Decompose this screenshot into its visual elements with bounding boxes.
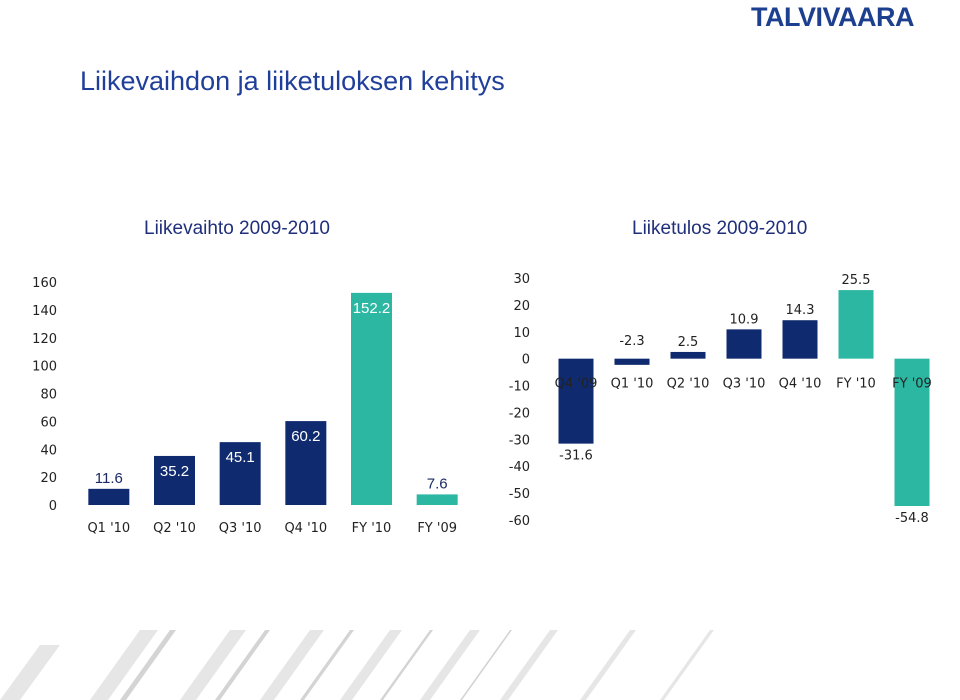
data-label: 11.6 xyxy=(95,470,123,487)
data-label: 152.2 xyxy=(353,300,391,317)
company-logo: TALVIVAARA xyxy=(751,2,915,32)
bar xyxy=(416,494,458,505)
data-label: 7.6 xyxy=(427,475,448,492)
y-tick-label: -50 xyxy=(509,487,530,502)
data-label: 10.9 xyxy=(730,312,759,327)
data-label: 25.5 xyxy=(842,273,871,288)
decorative-stripes xyxy=(0,630,714,700)
revenue-chart: 0 20 40 60 80 100 120 140 160 Q1 '10 11.6 Q2 '10 35.… xyxy=(32,276,458,536)
x-tick-label: FY '10 xyxy=(352,521,392,536)
x-tick-label: Q3 '10 xyxy=(723,377,766,392)
bar xyxy=(285,421,327,505)
x-tick-label: FY '09 xyxy=(417,521,457,536)
x-tick-label: Q2 '10 xyxy=(153,521,196,536)
x-tick-label: FY '10 xyxy=(836,377,876,392)
x-tick-label: Q4 '09 xyxy=(555,377,598,392)
y-tick-label: 160 xyxy=(32,276,57,291)
data-label: 45.1 xyxy=(226,449,255,466)
y-tick-label: 60 xyxy=(40,415,57,430)
chart-title-revenue: Liikevaihto 2009-2010 xyxy=(144,218,330,239)
bar xyxy=(894,358,930,507)
y-tick-label: 140 xyxy=(32,304,57,319)
y-tick-label: 120 xyxy=(32,332,57,347)
y-tick-label: 20 xyxy=(40,471,57,486)
page-title: Liikevaihdon ja liiketuloksen kehitys xyxy=(80,66,505,96)
operating-profit-chart: 30 20 10 0 -10 -20 -30 -40 -50 -60 Q4 '09 -31.6 Q1 '… xyxy=(509,272,932,529)
bar xyxy=(614,358,650,365)
y-tick-label: 30 xyxy=(513,272,530,287)
y-tick-label: -40 xyxy=(509,460,530,475)
bar xyxy=(154,455,195,505)
data-label: 2.5 xyxy=(678,335,699,350)
data-label: -54.8 xyxy=(895,511,929,526)
y-tick-label: 40 xyxy=(40,443,57,458)
bar xyxy=(558,358,594,444)
y-tick-label: 20 xyxy=(513,299,530,314)
y-tick-label: 0 xyxy=(49,499,57,514)
chart-title-operating-profit: Liiketulos 2009-2010 xyxy=(632,218,808,239)
data-label: -2.3 xyxy=(619,334,644,349)
y-tick-label: -20 xyxy=(509,406,530,421)
y-tick-label: 80 xyxy=(40,388,57,403)
bar xyxy=(782,320,818,359)
data-label: 35.2 xyxy=(160,463,189,480)
y-tick-label: 0 xyxy=(522,353,530,368)
y-tick-label: -10 xyxy=(509,380,530,395)
data-label: 60.2 xyxy=(291,428,320,445)
x-tick-label: Q1 '10 xyxy=(87,521,130,536)
y-tick-label: -30 xyxy=(509,433,530,448)
x-tick-label: Q2 '10 xyxy=(667,377,710,392)
y-tick-label: 10 xyxy=(513,326,530,341)
data-label: 14.3 xyxy=(786,303,815,318)
x-tick-label: Q1 '10 xyxy=(611,377,654,392)
x-tick-label: Q4 '10 xyxy=(284,521,327,536)
bar xyxy=(726,329,762,359)
data-label: -31.6 xyxy=(559,449,593,464)
y-tick-label: 100 xyxy=(32,360,57,375)
bar xyxy=(351,292,392,505)
x-tick-label: FY '09 xyxy=(892,377,932,392)
x-tick-label: Q3 '10 xyxy=(219,521,262,536)
bar xyxy=(670,351,706,359)
y-tick-label: -60 xyxy=(509,514,530,529)
bar xyxy=(838,290,874,359)
x-tick-label: Q4 '10 xyxy=(779,377,822,392)
bar xyxy=(88,488,130,505)
bar xyxy=(219,442,261,505)
